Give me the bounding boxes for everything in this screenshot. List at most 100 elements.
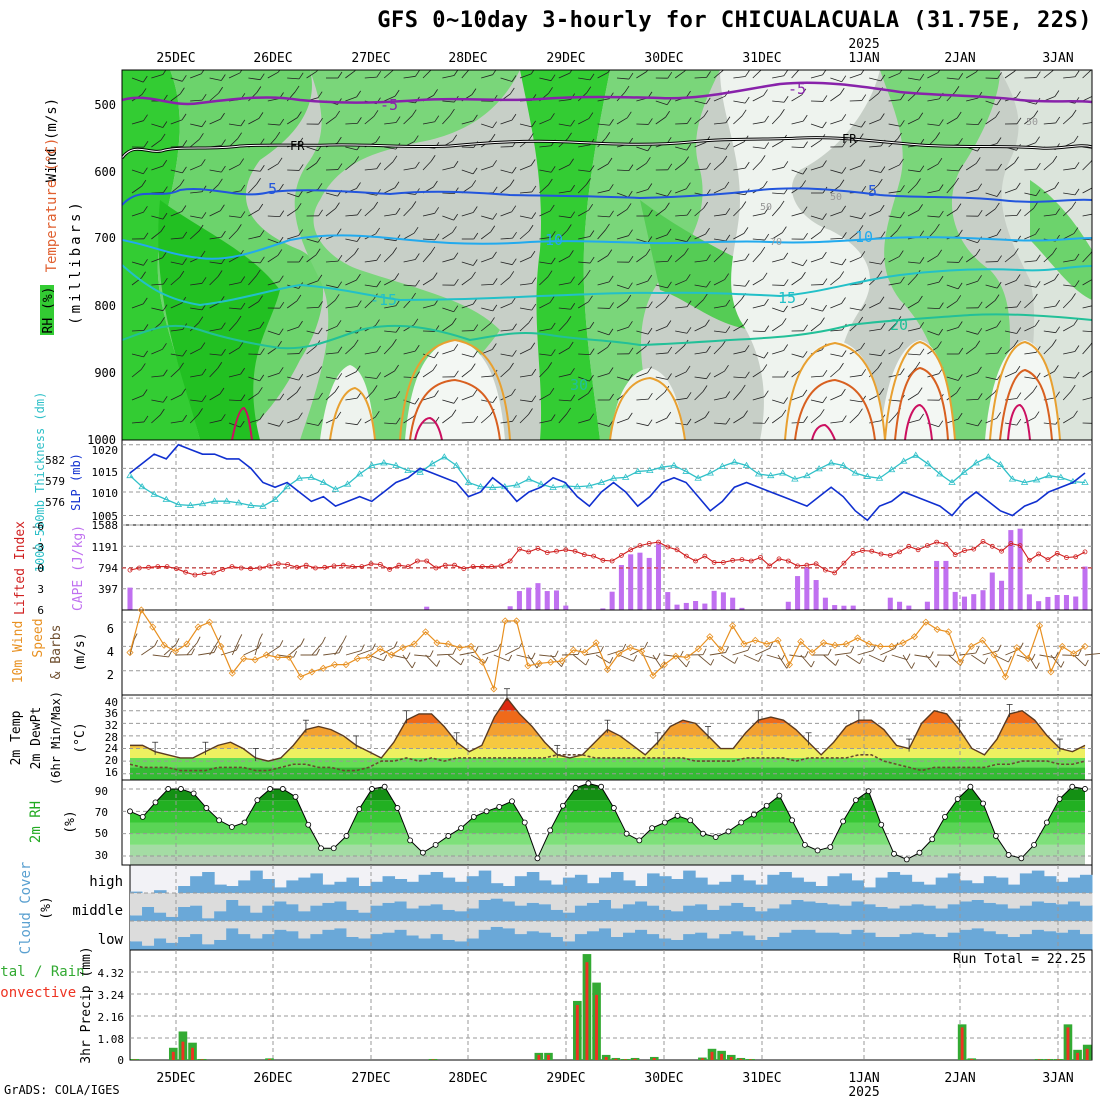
cloud-bar-low [142, 945, 155, 950]
wind-barb-flag [880, 231, 886, 238]
wind-barb-flag [783, 252, 789, 260]
cloud-clear-low [827, 921, 840, 933]
barb-flag [338, 646, 343, 653]
lifted-index-point [1017, 543, 1023, 548]
thickness-tick: 576 [45, 496, 65, 509]
wind-barb-shaft [1043, 305, 1056, 309]
wind-barb-shaft [946, 117, 958, 125]
wind-barb-flag [607, 70, 611, 73]
rh-point [827, 844, 834, 851]
wind-barb-flag [802, 206, 808, 213]
wind-barb-shaft [675, 279, 687, 286]
wind-barb-shaft [481, 307, 493, 312]
cloud-clear-middle [935, 893, 949, 909]
wind-barb-flag [277, 249, 283, 256]
wind-barb-flag [897, 132, 902, 140]
wind-barb-flag [957, 282, 963, 290]
wind-barb-flag [898, 341, 904, 349]
cloud-clear-low [779, 921, 792, 933]
precip-convective-bar [614, 1058, 618, 1060]
cape-tick: 794 [98, 562, 118, 575]
rh-point [891, 850, 897, 857]
wind-barb-flag [356, 273, 361, 281]
cloud-bar-middle [683, 905, 696, 921]
wind-barb-shaft [694, 76, 707, 79]
wind-barb-shaft [481, 215, 493, 220]
rh-band [130, 822, 1085, 834]
wind-barb-shaft [985, 116, 996, 125]
wind-barb-shaft [267, 123, 280, 126]
wind-barb-flag [512, 415, 517, 422]
lifted-index-point [952, 552, 958, 558]
cloud-clear-low [1019, 921, 1033, 935]
wind-barb-shaft [442, 100, 455, 103]
wind-barb-shaft [674, 70, 686, 79]
wind-barb-flag [607, 249, 613, 256]
cloud-bar-high [598, 877, 612, 893]
barb-flag [154, 639, 159, 647]
wind-barb-flag [1054, 365, 1059, 372]
cloud-bar-middle [130, 915, 143, 921]
wind-barb-shaft [888, 72, 900, 79]
cloud-clear-middle [815, 893, 828, 903]
rh-tick: 90 [95, 785, 108, 798]
wind-barb-flag [375, 136, 381, 143]
wind-barb-flag [919, 322, 925, 329]
cloud-bar-middle [178, 907, 191, 921]
wind-barb-shaft [286, 208, 298, 217]
wind-barb-flag [260, 348, 265, 355]
cloud-clear-low [911, 921, 925, 933]
temp-tick: 40 [105, 696, 118, 709]
precip-convective-bar [181, 1041, 185, 1060]
thickness-point [863, 472, 872, 479]
cloud-clear-low [959, 921, 973, 930]
wind-barb-flag [181, 205, 187, 212]
wind-barb-flag [706, 372, 711, 379]
cloud-bar-middle [671, 911, 684, 921]
thickness-line [129, 454, 1086, 507]
barb-shaft [846, 654, 860, 665]
wind-barb-flag [841, 75, 847, 82]
cloud-bar-high [863, 887, 877, 893]
wind-barb-flag [528, 408, 533, 415]
cloud-bar-middle [298, 911, 311, 921]
lifted-index-point [146, 564, 151, 570]
wind-barb-shaft [694, 299, 704, 309]
cape-bar [822, 597, 828, 610]
thickness-point [839, 461, 847, 468]
wind-barb-shaft [888, 307, 901, 310]
wind-barb-flag [841, 205, 847, 213]
wind-barb-flag [879, 388, 885, 395]
wind-speed-point [308, 668, 316, 676]
cloud-bar-middle [382, 902, 396, 921]
cape-bar [526, 587, 532, 610]
cape-bar [739, 607, 745, 610]
wind-barb-flag [1052, 247, 1057, 255]
wind-barb-flag [162, 343, 167, 350]
wind-speed-point [831, 641, 839, 649]
thickness-point [186, 501, 195, 508]
wind-barb-shaft [442, 215, 454, 221]
wind-barb-shaft [1082, 330, 1092, 333]
thickness-point [706, 469, 714, 476]
wind-barb-flag [896, 224, 902, 231]
cloud-bar-middle [370, 905, 384, 921]
wind-barb-shaft [946, 300, 957, 309]
cloud-bar-high [1079, 874, 1093, 893]
wind-barb-shaft [1043, 345, 1053, 355]
wind-barb-shaft [1082, 187, 1092, 194]
wind-barb-shaft [306, 146, 319, 152]
wind-barb-flag [414, 344, 420, 352]
wind-barb-flag [376, 162, 382, 169]
wind-barb-flag [686, 182, 691, 189]
cloud-bar-middle [779, 904, 792, 921]
wind-barb-shaft [345, 371, 357, 378]
cape-bar [841, 605, 847, 610]
precip-tick: 1.08 [98, 1033, 125, 1046]
wind-barb-shaft [500, 185, 511, 194]
wind-barb-flag [1013, 339, 1019, 347]
wind-barb-flag [744, 345, 750, 352]
wind-barb-flag [724, 273, 730, 280]
wind-barb-flag [1074, 70, 1080, 77]
wind-barb-flag [744, 253, 750, 260]
